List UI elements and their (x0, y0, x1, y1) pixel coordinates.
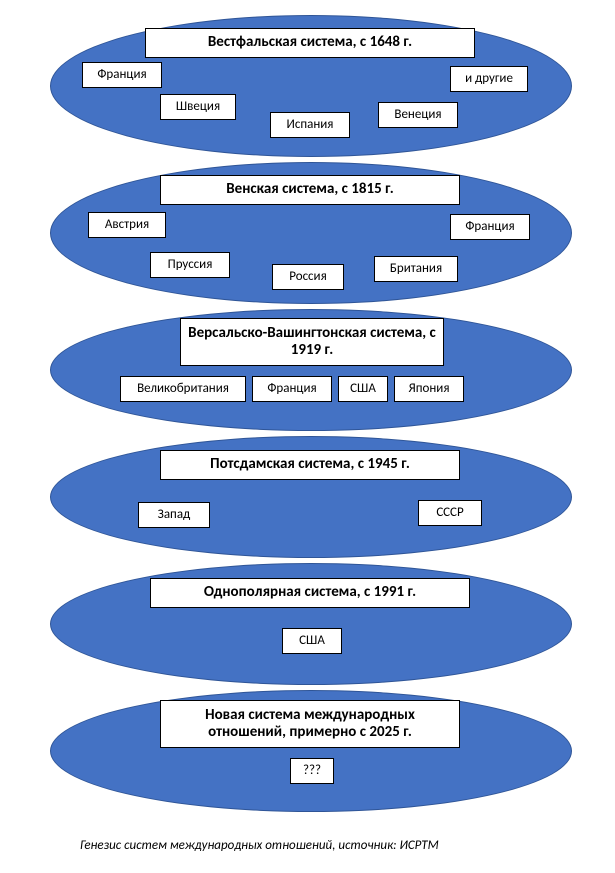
system-2-item-1: Австрия (88, 212, 166, 238)
system-2-item-3: Пруссия (150, 252, 230, 278)
system-2-item-4: Россия (272, 264, 344, 290)
system-title-4: Потсдамская система, с 1945 г. (160, 450, 460, 480)
system-5-item-1: США (282, 628, 342, 654)
system-3-item-3: США (338, 376, 388, 402)
system-title-6: Новая система международных отношений, п… (160, 700, 460, 748)
caption: Генезис систем международных отношений, … (80, 838, 439, 853)
system-1-item-3: Швеция (160, 94, 236, 120)
system-4-item-2: СССР (418, 500, 482, 526)
system-1-item-1: Франция (82, 62, 162, 88)
system-4-item-1: Запад (138, 502, 210, 528)
system-title-1: Вестфальская система, с 1648 г. (145, 28, 475, 58)
system-1-item-2: и другие (450, 66, 528, 92)
system-3-item-2: Франция (252, 376, 332, 402)
system-3-item-1: Великобритания (120, 376, 246, 402)
system-title-5: Однополярная система, с 1991 г. (150, 578, 470, 608)
system-title-3: Версальско-Вашингтонская система, с 1919… (180, 318, 444, 366)
system-1-item-4: Испания (270, 112, 350, 138)
system-1-item-5: Венеция (378, 102, 458, 128)
system-6-item-1: ??? (290, 758, 334, 784)
system-2-item-5: Британия (374, 256, 458, 282)
system-3-item-4: Япония (394, 376, 464, 402)
system-2-item-2: Франция (450, 214, 530, 240)
system-title-2: Венская система, с 1815 г. (160, 175, 460, 205)
